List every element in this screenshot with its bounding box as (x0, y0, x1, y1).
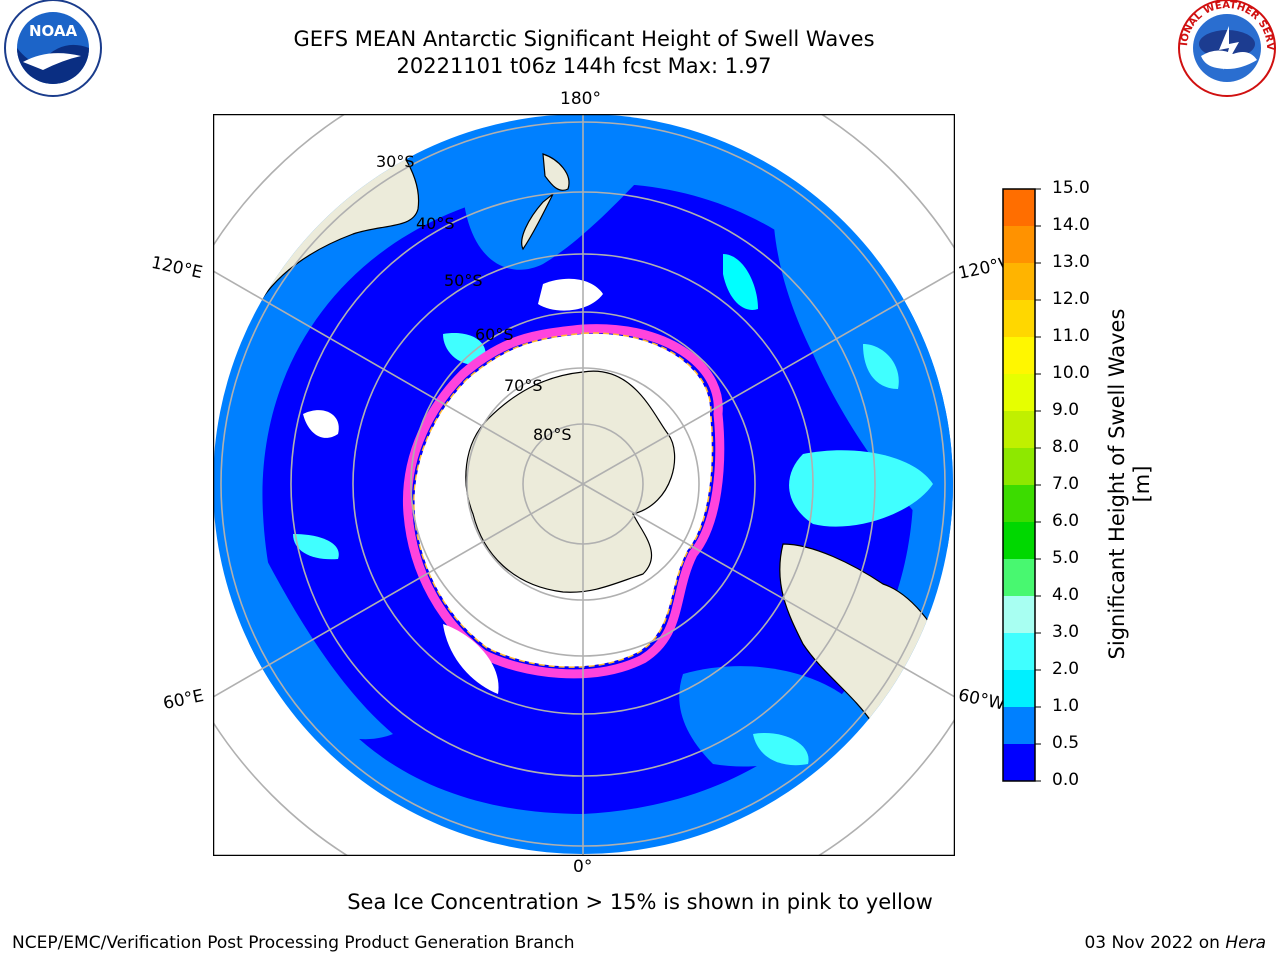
colorbar-tick-label: 14.0 (1052, 215, 1090, 235)
colorbar-band (1003, 337, 1035, 375)
cyan-swell-patch (723, 254, 758, 310)
colorbar-band (1003, 300, 1035, 338)
date-host: Hera (1225, 933, 1266, 953)
colorbar-tick-label: 7.0 (1052, 474, 1080, 494)
colorbar-tick-label: 5.0 (1052, 548, 1080, 568)
colorbar-tick-label: 3.0 (1052, 622, 1080, 642)
cyan-swell-patch (789, 450, 933, 527)
meridian-lines (213, 114, 954, 855)
colorbar-band (1003, 522, 1035, 560)
lat-label-60s: 60°S (475, 325, 514, 344)
colorbar (1002, 188, 1041, 782)
sea-ice-note-text: Sea Ice Concentration > 15% is shown in … (347, 890, 933, 914)
colorbar-tick-label: 2.0 (1052, 659, 1080, 679)
lon-label-120e: 120°E (149, 252, 205, 284)
noaa-logo-text: NOAA (29, 22, 78, 40)
colorbar-band (1003, 670, 1035, 708)
cyan-swell-patch (753, 733, 809, 766)
colorbar-band (1003, 559, 1035, 597)
date-text: 03 Nov 2022 on Hera (1084, 933, 1266, 953)
chart-title: GEFS MEAN Antarctic Significant Height o… (293, 27, 875, 51)
colorbar-tick-label: 8.0 (1052, 437, 1080, 457)
colorbar-band (1003, 189, 1035, 227)
swell-patch (229, 494, 393, 740)
sea-ice-edge (402, 324, 725, 679)
colorbar-band (1003, 374, 1035, 412)
lon-label-60e: 60°E (161, 685, 206, 715)
chart-subtitle: 20221101 t06z 144h fcst Max: 1.97 (396, 54, 772, 78)
colorbar-band (1003, 485, 1035, 523)
colorbar-band (1003, 448, 1035, 486)
new-zealand-landmass (521, 153, 570, 251)
lat-label-50s: 50°S (444, 271, 483, 290)
colorbar-band (1003, 633, 1035, 671)
polar-map (213, 114, 955, 856)
colorbar-band (1003, 411, 1035, 449)
swell-patch (679, 666, 863, 767)
lon-label-180: 180° (560, 89, 601, 109)
map-frame (213, 114, 955, 856)
noaa-logo: NOAA (4, 0, 102, 97)
sea-ice-note: Sea Ice Concentration > 15% is shown in … (0, 890, 1280, 914)
lat-label-80s: 80°S (533, 425, 572, 444)
colorbar-tick-label: 4.0 (1052, 585, 1080, 605)
sea-ice-patch (303, 410, 339, 438)
colorbar-band (1003, 707, 1035, 745)
cyan-swell-patch (443, 333, 486, 365)
lat-label-40s: 40°S (416, 214, 455, 233)
swell-patch (461, 123, 683, 270)
colorbar-band (1003, 596, 1035, 634)
colorbar-tick-label: 12.0 (1052, 289, 1090, 309)
colorbar-tick-label: 9.0 (1052, 400, 1080, 420)
colorbar-tick-label: 6.0 (1052, 511, 1080, 531)
colorbar-band (1003, 744, 1035, 782)
nws-logo: NATIONAL WEATHER SERVICE (1177, 0, 1276, 97)
sea-ice-patch (538, 278, 603, 311)
lon-label-0: 0° (573, 857, 593, 877)
colorbar-tick-label: 0.0 (1052, 770, 1080, 790)
cyan-swell-patch (863, 344, 899, 389)
colorbar-tick-label: 13.0 (1052, 252, 1090, 272)
date-prefix: 03 Nov 2022 on (1084, 933, 1226, 953)
colorbar-band (1003, 226, 1035, 264)
cyan-swell-patch (293, 534, 339, 560)
colorbar-band (1003, 263, 1035, 301)
colorbar-tick-label: 10.0 (1052, 363, 1090, 383)
colorbar-tick-label: 1.0 (1052, 696, 1080, 716)
colorbar-label: Significant Height of Swell Waves [m] (1105, 308, 1154, 660)
lat-label-70s: 70°S (504, 376, 543, 395)
credit-text: NCEP/EMC/Verification Post Processing Pr… (12, 933, 575, 953)
colorbar-tick-label: 15.0 (1052, 178, 1090, 198)
colorbar-tick-label: 11.0 (1052, 326, 1090, 346)
lon-label-60w: 60°W (956, 685, 1007, 715)
sea-ice-patch (443, 624, 499, 694)
colorbar-tick-label: 0.5 (1052, 733, 1080, 753)
lat-label-30s: 30°S (376, 152, 415, 171)
